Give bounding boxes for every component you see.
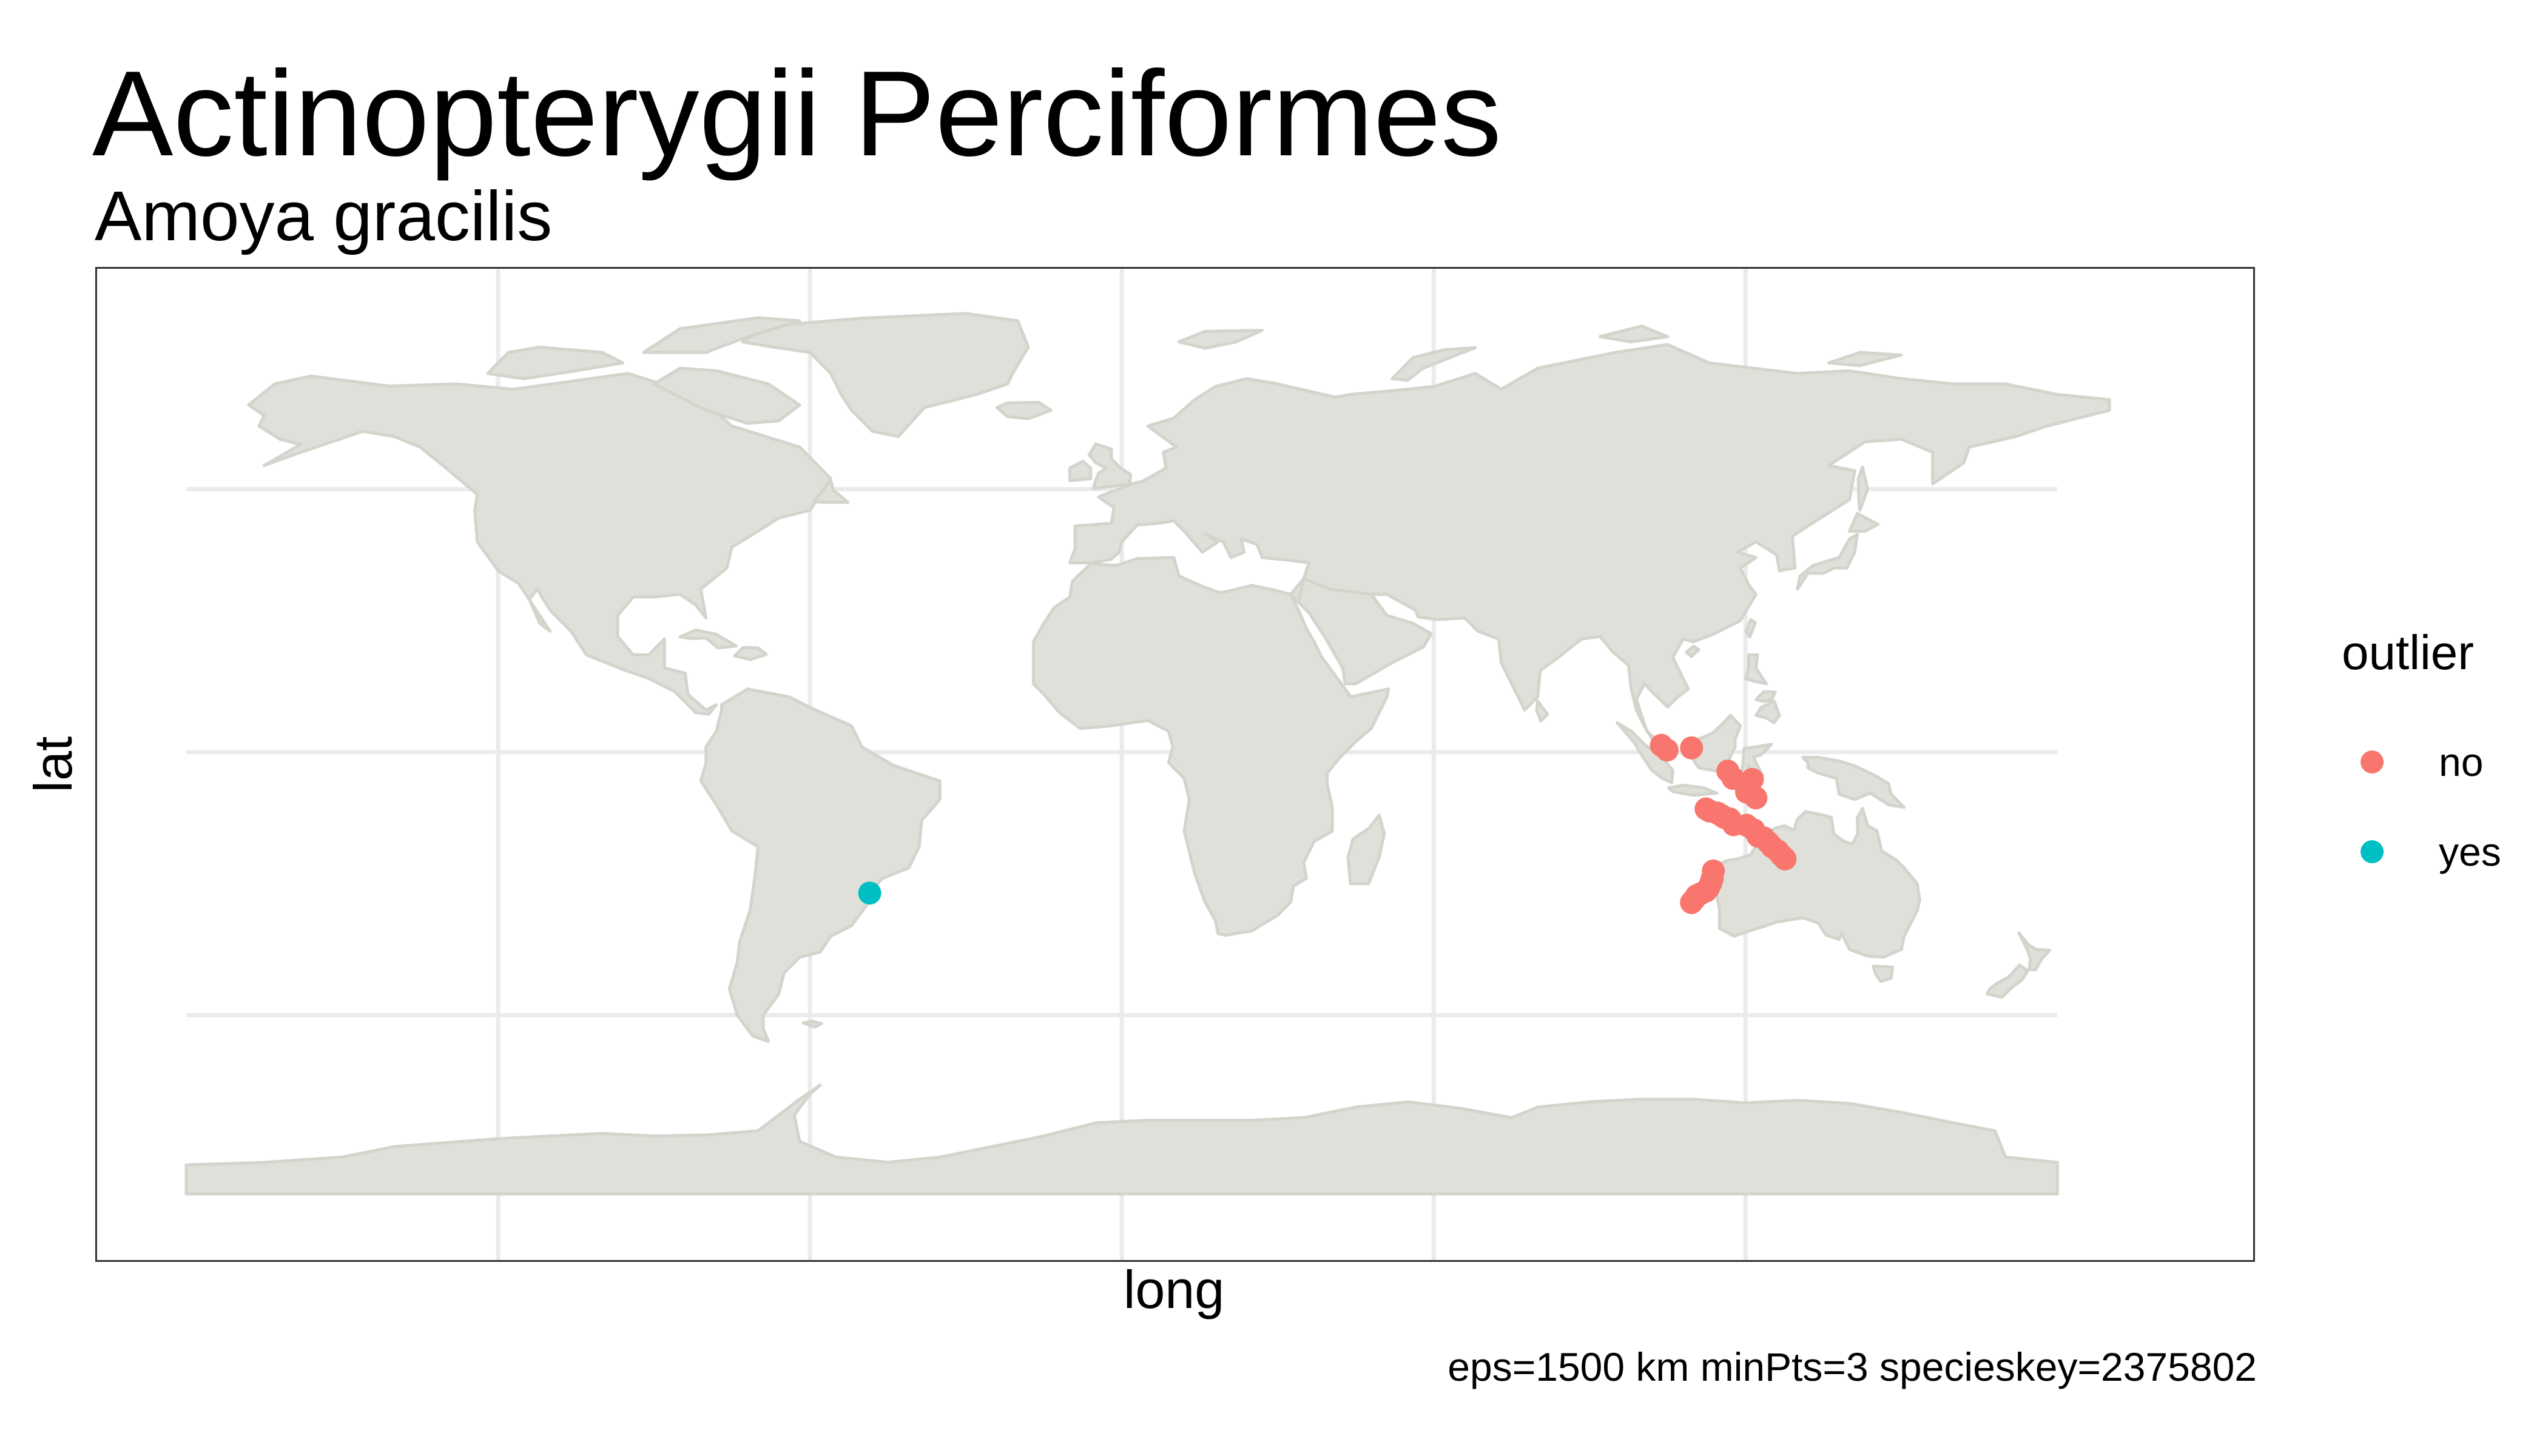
land-sumatra — [1616, 721, 1674, 784]
legend-label-no: no — [2439, 740, 2484, 784]
occurrence-point-inlier — [1773, 847, 1797, 871]
land-newfoundland — [812, 479, 850, 504]
land-falklands — [801, 1020, 823, 1029]
occurrence-point-inlier — [1680, 891, 1704, 914]
land-north-america — [247, 372, 832, 716]
occurrence-point-inlier — [1680, 736, 1704, 760]
panel-border — [95, 267, 2255, 1262]
land-madagascar — [1346, 814, 1386, 885]
land-novaya-zemlya — [1390, 346, 1477, 382]
legend-title: outlier — [2342, 625, 2474, 679]
land-cuba — [678, 629, 738, 650]
land-sulawesi — [1739, 743, 1773, 783]
land-ireland — [1068, 459, 1093, 482]
plot-title: Actinopterygii Perciformes — [92, 46, 1502, 181]
land-borneo — [1687, 713, 1742, 774]
legend-key-yes — [2361, 840, 2384, 863]
occurrence-point-inlier — [1655, 738, 1679, 762]
land-south-america — [699, 687, 942, 1043]
land-sri-lanka — [1535, 699, 1549, 723]
land-africa — [1032, 556, 1390, 937]
land-greenland — [741, 312, 1030, 439]
land-arctic-islands-2 — [642, 316, 801, 354]
land-philippines-mindanao — [1754, 699, 1781, 724]
legend-item-yes: yes — [2342, 807, 2501, 897]
occurrence-points — [858, 733, 1797, 914]
land-taiwan — [1744, 618, 1757, 639]
land-tasmania — [1872, 965, 1895, 983]
map-panel — [95, 267, 2255, 1262]
land-hainan — [1685, 645, 1700, 658]
land-java — [1667, 783, 1719, 797]
land-new-siberian — [1827, 351, 1903, 368]
land-nz-north — [2017, 931, 2051, 972]
land-great-britain — [1087, 442, 1133, 490]
world-map — [95, 267, 2255, 1262]
plot-subtitle: Amoya gracilis — [95, 177, 553, 255]
legend-key-no — [2361, 750, 2384, 774]
occurrence-point-inlier — [1744, 786, 1768, 810]
y-axis-label: lat — [23, 736, 83, 793]
land-masses — [184, 312, 2111, 1196]
legend-label-yes: yes — [2439, 829, 2501, 874]
land-hispaniola — [733, 645, 768, 661]
land-arctic-islands-1 — [486, 345, 625, 380]
land-philippines-luzon — [1744, 653, 1768, 686]
land-svalbard — [1177, 329, 1264, 350]
legend: outlier no yes — [2342, 625, 2501, 897]
x-axis-label: long — [1123, 1259, 1225, 1320]
land-hokkaido — [1848, 511, 1880, 533]
land-sakhalin — [1856, 465, 1870, 512]
land-antarctica — [184, 1084, 2059, 1196]
land-severnaya — [1598, 325, 1670, 343]
plot-caption: eps=1500 km minPts=3 specieskey=2375802 — [1448, 1344, 2257, 1389]
land-japan — [1796, 533, 1859, 591]
land-philippines-visayas — [1754, 690, 1777, 703]
land-baffin — [652, 366, 801, 425]
land-new-guinea — [1801, 755, 1906, 809]
land-arabia-fill — [1297, 577, 1433, 686]
legend-item-no: no — [2342, 717, 2501, 807]
land-iceland — [996, 400, 1053, 420]
land-nz-south — [1986, 963, 2029, 999]
occurrence-point-outlier — [858, 881, 881, 905]
